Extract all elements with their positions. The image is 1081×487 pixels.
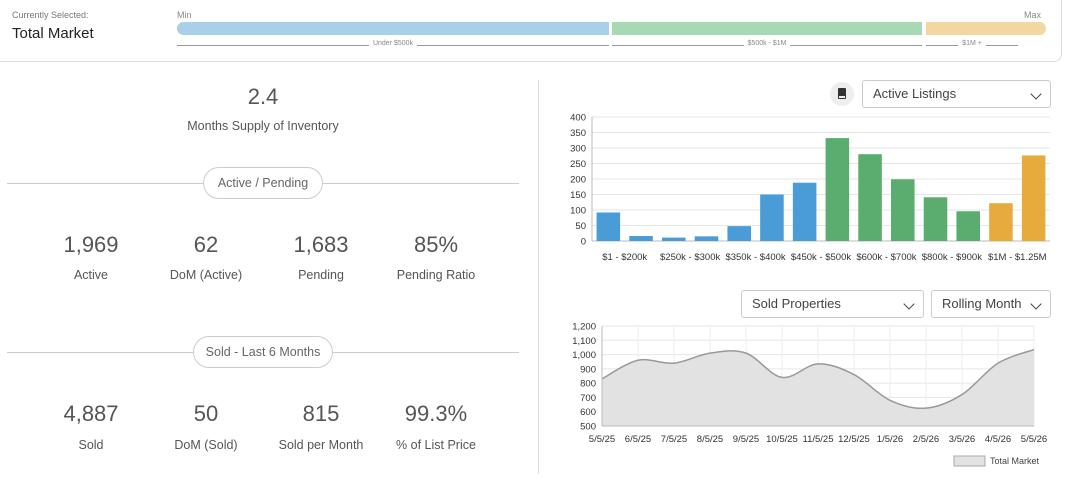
bar-y-tick-label: 100 [570,206,586,217]
area-y-tick-label: 1,200 [572,322,596,333]
area-x-tick-label: 2/5/26 [913,434,939,445]
line-metric-select[interactable]: Sold Properties [741,290,924,318]
area-y-tick-label: 900 [580,364,596,375]
segment-label-over-1m: $1M + [926,40,1018,50]
area-x-tick-label: 9/5/25 [733,434,759,445]
sold-section-label: Sold - Last 6 Months [193,336,333,368]
bar [1021,155,1046,241]
range-max-label: Max [1024,10,1042,20]
bar-y-tick-label: 250 [570,159,586,170]
sold-per-month-value: 815 [302,401,340,426]
area-x-tick-label: 3/5/26 [949,434,975,445]
area-x-tick-label: 12/5/25 [838,434,870,445]
period-select[interactable]: Rolling Month [931,290,1051,318]
bar [629,236,653,241]
area-x-tick-label: 5/5/26 [1021,434,1047,445]
bar-x-tick-label: $350k - $400k [725,252,785,263]
bar [858,154,882,241]
sold-per-month-label: Sold per Month [278,438,364,452]
bar [760,194,784,241]
months-supply-label: Months Supply of Inventory [187,119,339,133]
segment-over-1m[interactable] [926,22,1046,35]
range-min-label: Min [177,10,192,20]
panel-divider [538,80,539,474]
area-y-tick-label: 600 [580,407,596,418]
bar-x-tick-label: $1 - $200k [602,252,647,263]
market-selector-bar: Currently Selected: Total Market Min Max… [0,0,1062,62]
chevron-down-icon [903,298,915,310]
book-icon[interactable] [830,82,854,106]
bar-y-tick-label: 200 [570,175,586,186]
area-y-tick-label: 700 [580,393,596,404]
bar [596,212,621,241]
bar [662,237,686,241]
bar [825,138,850,241]
bar-metric-select[interactable]: Active Listings [862,80,1051,108]
currently-selected-value: Total Market [12,25,94,42]
pending-value: 1,683 [293,232,349,257]
dom-active-value: 62 [193,232,219,257]
pending-label: Pending [298,268,344,282]
area-x-tick-label: 7/5/25 [661,434,687,445]
dom-sold-label: DoM (Sold) [174,438,238,452]
bar [792,182,817,241]
legend-label: Total Market [990,456,1040,466]
pending-ratio-label: Pending Ratio [396,268,476,282]
bar-y-tick-label: 400 [570,113,586,124]
bar-x-tick-label: $450k - $500k [791,252,851,263]
bar [989,203,1013,241]
area-fill [602,349,1034,426]
chevron-down-icon [1030,298,1042,310]
area-y-tick-label: 800 [580,379,596,390]
area-x-tick-label: 10/5/25 [766,434,798,445]
bar-y-tick-label: 0 [581,237,586,248]
legend-swatch [953,455,986,467]
area-x-tick-label: 11/5/25 [803,434,834,445]
pct-list-price-value: 99.3% [404,401,468,426]
bar [694,236,719,241]
bar-y-tick-label: 50 [575,221,586,232]
chevron-down-icon [1030,88,1042,100]
bar-x-tick-label: $600k - $700k [856,252,916,263]
area-y-tick-label: 1,000 [572,350,596,361]
sold-label: Sold [78,438,104,452]
segment-500k-1m[interactable] [612,22,922,35]
pct-list-price-label: % of List Price [396,438,476,452]
area-y-tick-label: 500 [580,422,596,433]
bar [727,226,751,241]
active-listings-bar-chart: 0 50 100 150 200 250 300 350 400 $1 - $200k $250k … [570,113,1050,263]
bar [956,211,980,241]
dom-sold-value: 50 [193,401,219,426]
area-x-tick-label: 4/5/26 [985,434,1011,445]
segment-label-500k-1m: $500k - $1M [612,40,922,50]
bar-y-tick-label: 150 [570,190,586,201]
segment-under-500k[interactable] [177,22,609,35]
active-pending-section-label: Active / Pending [203,167,323,199]
bar-x-tick-label: $250k - $300k [660,252,720,263]
bar-y-tick-label: 300 [570,144,586,155]
bar [891,179,915,241]
area-x-tick-label: 1/5/26 [877,434,903,445]
area-x-tick-label: 6/5/25 [625,434,651,445]
active-value: 1,969 [63,232,119,257]
dom-active-label: DoM (Active) [169,268,243,282]
sold-value: 4,887 [63,401,119,426]
sold-properties-area-chart: 500 600 700 800 900 1,000 1,100 1,200 5/5/25 6/5/… [572,322,1047,467]
bar-x-tick-label: $1M - $1.25M [988,252,1047,263]
currently-selected-label: Currently Selected: [12,10,89,20]
pending-ratio-value: 85% [413,232,459,257]
months-supply-value: 2.4 [247,84,279,109]
active-label: Active [73,268,109,282]
area-x-tick-label: 5/5/25 [589,434,615,445]
area-x-tick-label: 8/5/25 [697,434,723,445]
bar [923,197,948,241]
segment-label-under-500k: Under $500k [177,40,609,50]
bar-x-tick-label: $800k - $900k [922,252,982,263]
area-y-tick-label: 1,100 [572,336,596,347]
bar-y-tick-label: 350 [570,128,586,139]
